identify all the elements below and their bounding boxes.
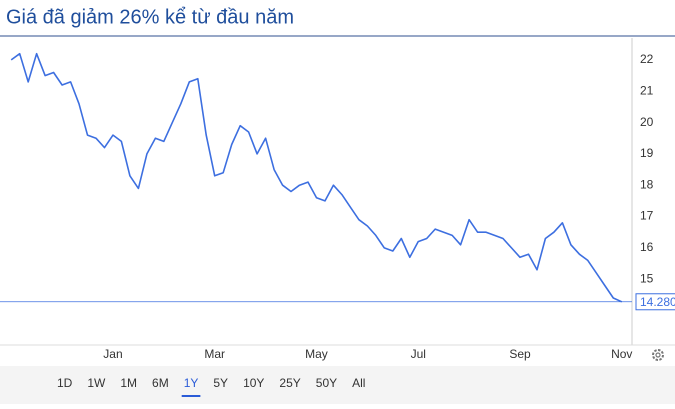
range-button[interactable]: All	[352, 376, 365, 390]
range-button[interactable]: 5Y	[213, 376, 228, 390]
y-tick-label: 17	[640, 209, 654, 223]
y-tick-label: 16	[640, 240, 654, 254]
range-bar	[0, 366, 675, 404]
range-button[interactable]: 1W	[87, 376, 106, 390]
range-button[interactable]: 50Y	[316, 376, 337, 390]
y-tick-label: 21	[640, 83, 654, 97]
range-button[interactable]: 10Y	[243, 376, 264, 390]
price-line-series	[10, 52, 623, 303]
x-tick-label: Jan	[103, 347, 122, 361]
range-button[interactable]: 1M	[120, 376, 137, 390]
x-tick-label: Nov	[611, 347, 632, 361]
range-button[interactable]: 6M	[152, 376, 169, 390]
y-tick-label: 22	[640, 52, 654, 66]
y-tick-label: 15	[640, 271, 654, 285]
range-button[interactable]: 25Y	[279, 376, 300, 390]
range-button[interactable]: 1Y	[184, 376, 199, 390]
price-label: 14.280	[640, 295, 675, 309]
price-label-box	[635, 293, 675, 311]
x-tick-label: May	[305, 347, 328, 361]
x-tick-label: Sep	[509, 347, 531, 361]
y-tick-label: 18	[640, 177, 654, 191]
y-tick-label: 19	[640, 146, 654, 160]
gear-hub	[655, 352, 661, 358]
settings-icon[interactable]	[652, 349, 664, 361]
gear	[652, 349, 664, 361]
y-tick-label: 20	[640, 115, 654, 129]
chart-title: Giá đã giảm 26% kể từ đầu năm	[6, 6, 294, 28]
x-tick-label: Mar	[204, 347, 225, 361]
range-button[interactable]: 1D	[57, 376, 73, 390]
x-tick-label: Jul	[411, 347, 426, 361]
